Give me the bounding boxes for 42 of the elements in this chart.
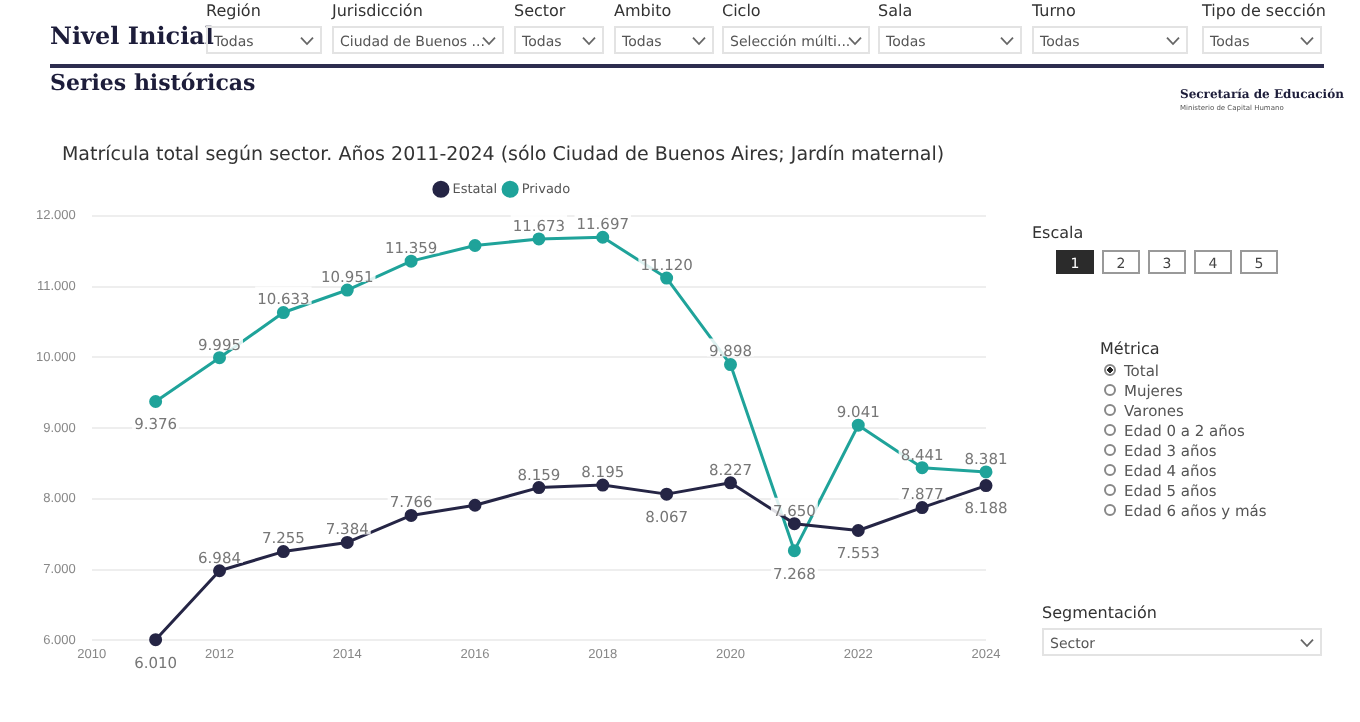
text: Sala — [878, 2, 913, 20]
text: Segmentación — [1042, 604, 1157, 622]
point — [404, 254, 418, 268]
point — [724, 358, 737, 372]
point — [851, 418, 865, 432]
text: Series históricas — [50, 70, 256, 96]
point — [787, 517, 801, 531]
text: Sector — [514, 2, 566, 20]
point — [596, 478, 610, 492]
text: Turno — [1032, 2, 1076, 20]
text: Región — [206, 2, 261, 20]
point — [213, 351, 227, 365]
point — [340, 283, 354, 297]
chart-title: Matrícula total según sector. Años 2011-2024 (sólo Ciudad de Buenos Aires; Jardín maternal) — [61, 144, 945, 167]
text: Métrica — [1100, 340, 1160, 358]
point — [660, 271, 674, 285]
text: Ambito — [614, 2, 672, 20]
point — [404, 508, 418, 522]
point — [340, 535, 354, 549]
point — [532, 481, 546, 495]
point — [468, 239, 482, 253]
text: Nivel Inicial — [50, 22, 214, 50]
point — [979, 465, 993, 479]
text: Jurisdicción — [332, 2, 423, 20]
text: Ciclo — [722, 2, 761, 20]
point — [149, 633, 163, 647]
point — [979, 479, 993, 493]
text: Tipo de sección — [1202, 2, 1326, 20]
point — [468, 498, 482, 512]
point — [915, 501, 929, 515]
point — [851, 524, 865, 537]
point — [724, 476, 737, 490]
point — [915, 461, 929, 475]
point — [787, 544, 801, 558]
text: Escala — [1032, 224, 1084, 242]
point — [276, 545, 290, 559]
point — [532, 232, 546, 246]
point — [149, 394, 163, 408]
point — [596, 230, 610, 244]
point — [276, 306, 290, 320]
point — [213, 564, 227, 578]
point — [660, 487, 674, 501]
